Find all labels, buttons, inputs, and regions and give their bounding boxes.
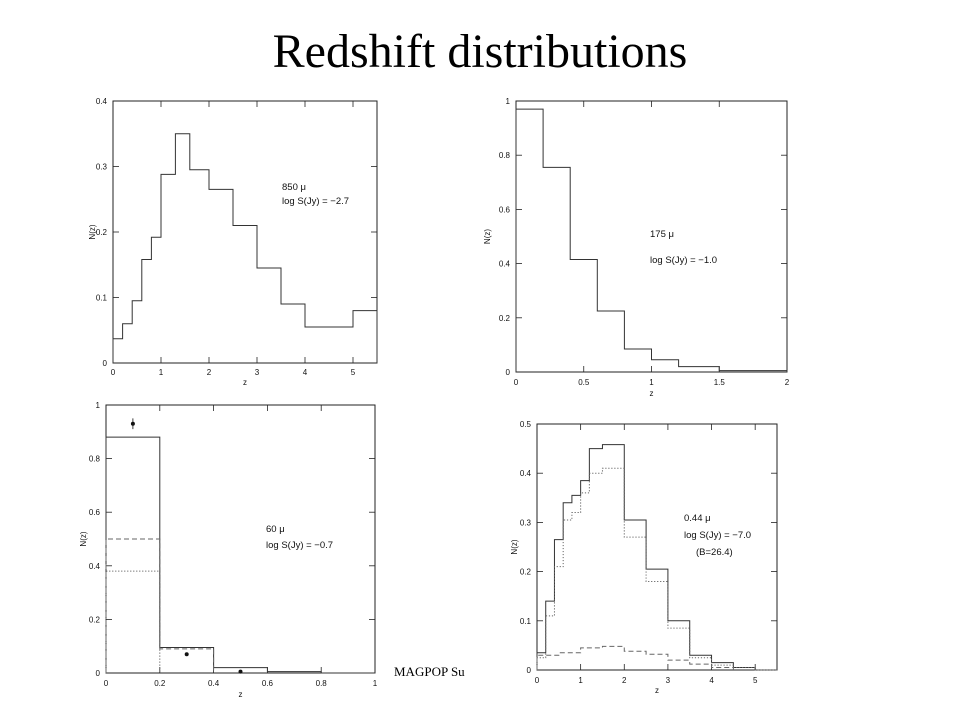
x-tick-label: 1 (649, 378, 654, 387)
plot-frame (105, 404, 376, 674)
histogram-dashed (536, 645, 734, 670)
y-tick-label: 0.6 (89, 508, 101, 517)
y-tick-label: 0 (506, 368, 511, 377)
plot-frame (112, 100, 378, 364)
x-tick-label: 0 (111, 368, 116, 377)
plot-frame (536, 423, 778, 671)
y-tick-label: 0.5 (520, 420, 532, 429)
histogram-dashed (105, 538, 215, 673)
y-tick-label: 0.2 (89, 615, 101, 624)
x-tick-label: 0.4 (208, 679, 220, 688)
x-tick-label: 4 (709, 676, 714, 685)
panel-60-micron: 0 0.2 0.4 0.6 0.8 1 0 0.2 0.4 0.6 0.8 1 z N(z) 60 μ log… (79, 401, 378, 699)
y-tick-label: 0.2 (499, 314, 511, 323)
histogram-solid (515, 108, 788, 372)
y-tick-label: 1 (96, 401, 101, 410)
histogram-dotted (105, 570, 161, 673)
annotation-text: 175 μ (650, 229, 674, 240)
x-tick-label: 0.2 (154, 679, 166, 688)
x-axis-title: z (650, 389, 654, 398)
y-tick-label: 0.8 (499, 151, 511, 160)
y-tick-label: 0.1 (520, 617, 532, 626)
x-tick-label: 1 (373, 679, 378, 688)
annotation-text: log S(Jy) = −1.0 (650, 255, 717, 266)
y-tick-label: 0.3 (520, 518, 532, 527)
x-axis-title: z (655, 686, 659, 695)
histogram-solid (536, 444, 777, 671)
x-tick-label: 1.5 (714, 378, 726, 387)
y-tick-label: 0.2 (96, 228, 108, 237)
y-tick-label: 0.1 (96, 294, 108, 303)
y-axis-title: N(z) (79, 531, 88, 546)
x-tick-label: 0 (535, 676, 540, 685)
annotation-text: log S(Jy) = −2.7 (282, 196, 349, 207)
y-tick-label: 0.4 (520, 469, 532, 478)
data-point (130, 421, 135, 426)
y-tick-label: 0 (103, 359, 108, 368)
x-tick-label: 5 (351, 368, 356, 377)
x-tick-label: 0.5 (578, 378, 590, 387)
y-axis-title: N(z) (483, 229, 492, 244)
x-tick-label: 3 (666, 676, 671, 685)
footer-text: MAGPOP Su (394, 664, 465, 679)
x-tick-label: 5 (753, 676, 758, 685)
panel-044-micron: 0 1 2 3 4 5 0 0.1 0.2 0.3 0.4 0.5 z N(z) 0.44 μ log S(J… (510, 420, 778, 695)
y-tick-label: 0 (527, 666, 532, 675)
data-point (184, 652, 189, 657)
y-axis-title: N(z) (88, 224, 97, 239)
x-tick-label: 0.8 (316, 679, 328, 688)
x-tick-label: 0 (514, 378, 519, 387)
annotation-text: log S(Jy) = −7.0 (684, 530, 751, 541)
y-tick-label: 0.4 (96, 97, 108, 106)
x-tick-label: 2 (622, 676, 627, 685)
y-tick-label: 0.4 (499, 260, 511, 269)
y-tick-label: 0.8 (89, 455, 101, 464)
x-tick-label: 2 (207, 368, 212, 377)
x-tick-label: 1 (578, 676, 583, 685)
y-tick-label: 0.4 (89, 562, 101, 571)
y-tick-label: 1 (506, 97, 511, 106)
annotation-text: log S(Jy) = −0.7 (266, 540, 333, 551)
x-tick-label: 0 (104, 679, 109, 688)
y-axis-title: N(z) (510, 539, 519, 554)
x-axis-title: z (239, 690, 243, 699)
x-axis-title: z (243, 378, 247, 387)
x-tick-label: 0.6 (262, 679, 274, 688)
y-tick-label: 0.2 (520, 568, 532, 577)
x-tick-label: 1 (159, 368, 164, 377)
x-tick-label: 3 (255, 368, 260, 377)
annotation-text: (B=26.4) (696, 547, 733, 558)
histogram-solid (112, 133, 378, 363)
y-tick-label: 0.6 (499, 205, 511, 214)
y-tick-label: 0 (96, 669, 101, 678)
histogram-solid (105, 436, 375, 674)
annotation-text: 850 μ (282, 182, 306, 193)
annotation-text: 0.44 μ (684, 513, 711, 524)
slide-title: Redshift distributions (272, 25, 688, 78)
panel-175-micron: 0 0.5 1 1.5 2 0 0.2 0.4 0.6 0.8 1 z N(z) 175 μ log S(J… (483, 97, 790, 398)
annotation-text: 60 μ (266, 524, 285, 535)
data-point (238, 669, 243, 674)
y-tick-label: 0.3 (96, 163, 108, 172)
x-tick-label: 2 (785, 378, 790, 387)
x-tick-label: 4 (303, 368, 308, 377)
panel-850-micron: 0 1 2 3 4 5 0 0.1 0.2 0.3 0.4 z N(z) 850 μ log S(Jy) =… (88, 97, 378, 387)
